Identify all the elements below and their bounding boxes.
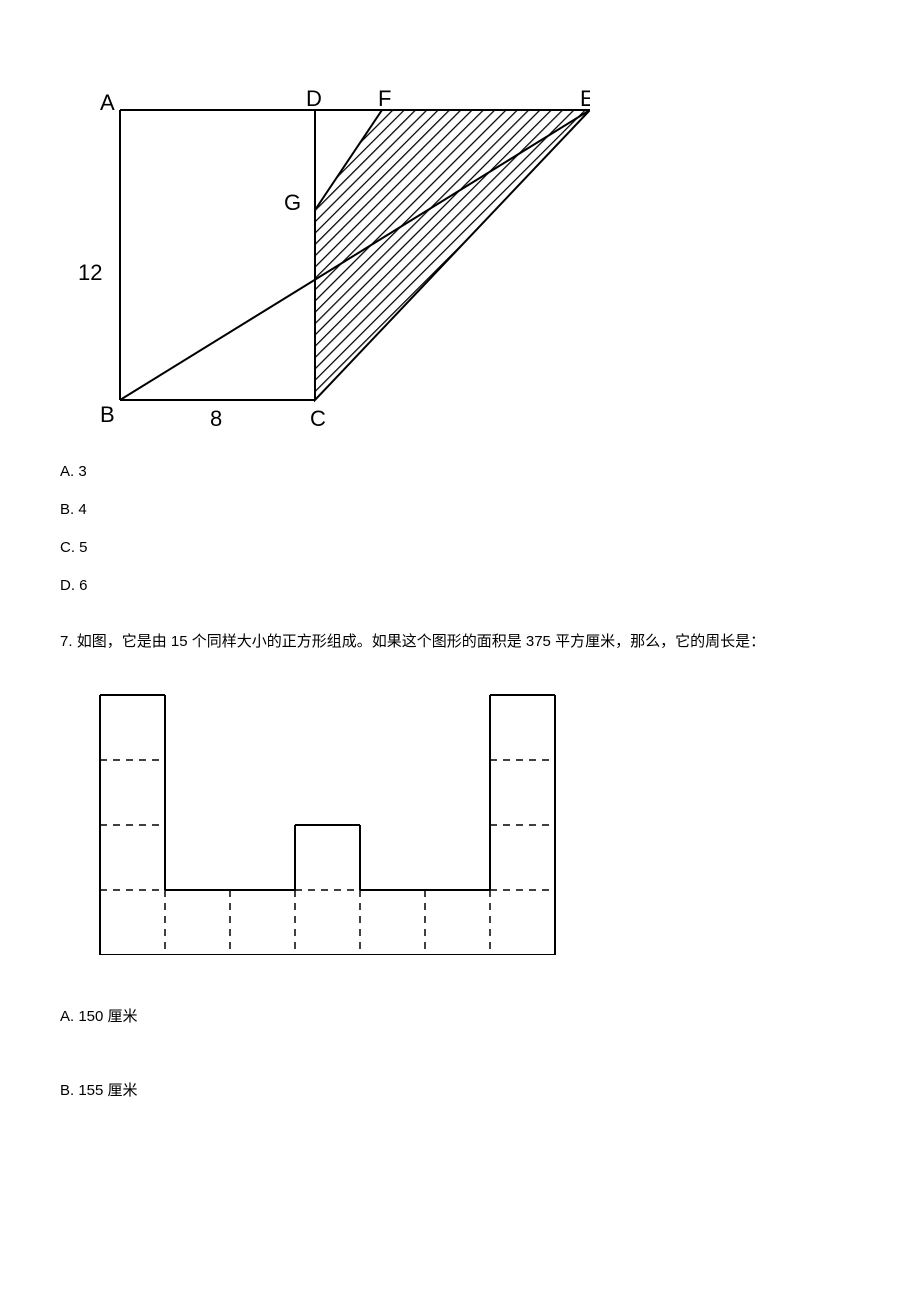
polyomino-svg — [70, 675, 590, 955]
svg-text:C: C — [310, 406, 326, 430]
svg-text:12: 12 — [78, 260, 102, 285]
option-b-q7: B. 155 厘米 — [60, 1079, 860, 1103]
question6-options: A. 3 B. 4 C. 5 D. 6 — [60, 460, 860, 598]
question7-number: 7. — [60, 633, 73, 650]
svg-text:G: G — [284, 190, 301, 215]
option-a: A. 3 — [60, 460, 860, 484]
polyomino-diagram-2 — [70, 675, 860, 955]
option-d: D. 6 — [60, 574, 860, 598]
svg-text:D: D — [306, 86, 322, 111]
svg-text:B: B — [100, 402, 115, 427]
option-b: B. 4 — [60, 498, 860, 522]
svg-text:8: 8 — [210, 406, 222, 430]
question7-options: A. 150 厘米 B. 155 厘米 — [60, 1005, 860, 1103]
option-c: C. 5 — [60, 536, 860, 560]
svg-text:E: E — [580, 86, 590, 111]
question7-body: 如图，它是由 15 个同样大小的正方形组成。如果这个图形的面积是 375 平方厘… — [77, 633, 765, 650]
geometry-svg: A D F E G B C 12 8 — [70, 70, 590, 430]
geometry-diagram-1: A D F E G B C 12 8 — [70, 70, 860, 430]
question7-text: 7. 如图，它是由 15 个同样大小的正方形组成。如果这个图形的面积是 375 … — [60, 628, 860, 655]
svg-text:A: A — [100, 90, 115, 115]
svg-text:F: F — [378, 86, 391, 111]
option-a-q7: A. 150 厘米 — [60, 1005, 860, 1029]
